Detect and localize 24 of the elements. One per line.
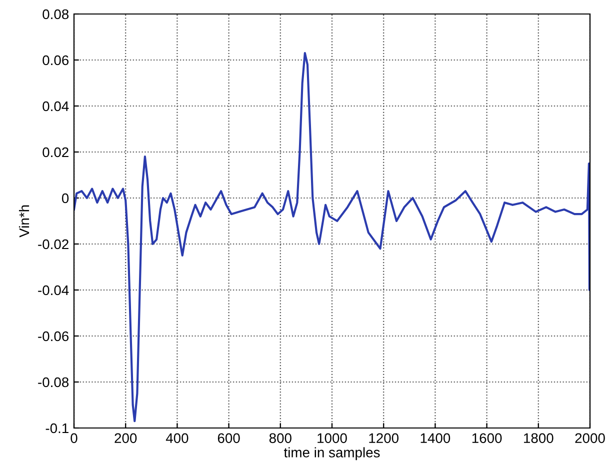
y-tick-label: -0.04 <box>38 285 69 296</box>
y-tick-label: -0.1 <box>46 423 68 434</box>
line-series <box>74 52 590 422</box>
x-tick-label: 400 <box>166 433 188 444</box>
x-tick-label: 600 <box>218 433 240 444</box>
x-tick-label: 800 <box>269 433 292 444</box>
y-tick-label: 0.08 <box>42 9 69 20</box>
y-tick-label: -0.02 <box>38 239 68 250</box>
x-tick-label: 1800 <box>524 433 554 444</box>
x-axis-title: time in samples <box>284 447 380 460</box>
x-tick-label: 1200 <box>369 433 399 444</box>
y-tick-label: 0.06 <box>42 55 69 66</box>
x-tick-label: 1000 <box>318 433 347 444</box>
y-tick-label: -0.08 <box>38 377 69 388</box>
x-tick-label: 2000 <box>575 433 605 444</box>
y-tick-label: 0.04 <box>42 101 69 112</box>
x-tick-label: 1600 <box>472 433 502 444</box>
y-tick-label: 0.02 <box>42 147 68 158</box>
x-tick-label: 1400 <box>420 433 450 444</box>
y-tick-label: 0 <box>62 193 69 204</box>
x-tick-label: 0 <box>70 433 78 444</box>
y-tick-label: -0.06 <box>38 331 69 342</box>
y-axis-title: Vin*h <box>18 205 30 238</box>
x-tick-label: 200 <box>114 433 137 444</box>
